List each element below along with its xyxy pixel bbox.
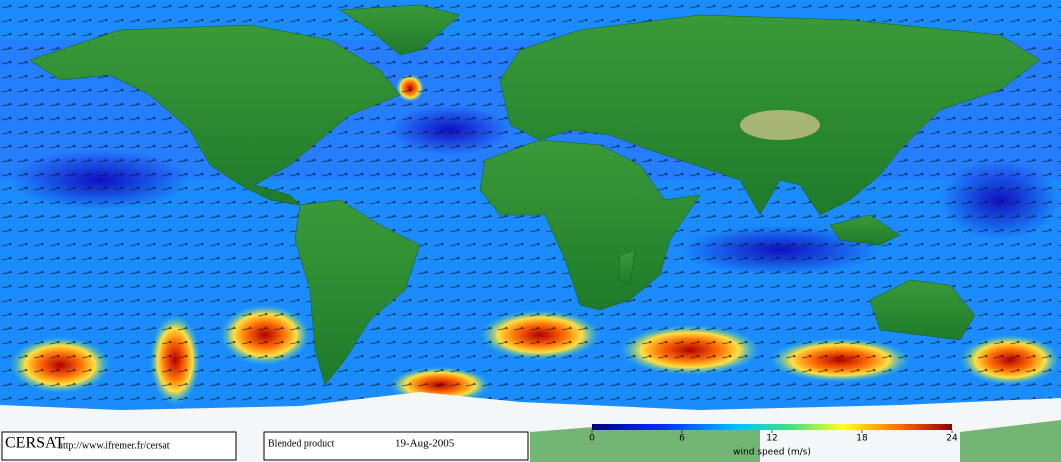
colorbar-label: wind speed (m/s) [733, 448, 811, 458]
colorbar: wind speed (m/s) 0 6 12 18 24 [589, 424, 958, 458]
footer-land [530, 425, 760, 462]
colorbar-tick-label: 0 [589, 434, 595, 444]
colorbar-tick-label: 24 [946, 434, 958, 444]
url: http://www.ifremer.fr/cersat [58, 440, 170, 451]
logo: CERSAT [5, 435, 65, 452]
colorbar-tick-label: 12 [766, 434, 777, 444]
footer-box [1, 431, 237, 461]
footer-land [960, 420, 1061, 462]
antarctica [0, 392, 1061, 420]
colorbar-tick-label: 6 [679, 434, 685, 444]
product: Blended product [268, 438, 335, 449]
date: 19-Aug-2005 [395, 438, 455, 450]
colorbar-ramp [592, 424, 952, 430]
plateau [740, 110, 820, 140]
colorbar-tick-label: 18 [856, 434, 868, 444]
footer-box [263, 431, 529, 461]
